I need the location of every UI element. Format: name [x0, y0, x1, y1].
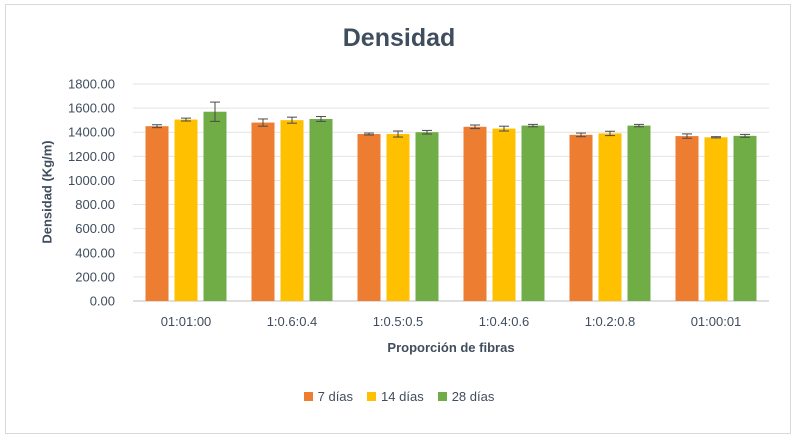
x-tick-label: 1:0.6:0.4 [267, 314, 318, 329]
y-tick-label: 600.00 [75, 221, 115, 236]
y-tick-label: 200.00 [75, 269, 115, 284]
bar [463, 126, 487, 301]
legend: 7 días 14 días 28 días [0, 389, 798, 404]
bar [145, 126, 169, 301]
legend-label: 14 días [381, 389, 424, 404]
x-tick-label: 1:0.5:0.5 [373, 314, 424, 329]
legend-item: 7 días [303, 389, 354, 404]
bar [675, 136, 699, 301]
y-tick-label: 0.00 [90, 294, 115, 309]
bar [733, 135, 757, 301]
legend-item: 14 días [367, 389, 424, 404]
bar [174, 119, 198, 301]
legend-label: 28 días [451, 389, 495, 404]
x-tick-label: 1:0.2:0.8 [585, 314, 636, 329]
x-tick-label: 01:01:00 [161, 314, 212, 329]
bar [415, 132, 439, 301]
y-tick-label: 1000.00 [68, 173, 115, 188]
y-tick-label: 1400.00 [68, 125, 115, 140]
bar [357, 134, 381, 301]
y-tick-label: 1200.00 [68, 149, 115, 164]
legend-swatch-14-dias [367, 392, 377, 401]
bar [203, 111, 227, 301]
bar [704, 137, 728, 301]
bar [569, 134, 593, 301]
bar [492, 128, 516, 301]
x-tick-label: 1:0.4:0.6 [479, 314, 530, 329]
bar [627, 125, 651, 301]
y-tick-label: 1600.00 [68, 101, 115, 116]
bar [309, 118, 333, 301]
bar [386, 134, 410, 301]
x-tick-label: 01:00:01 [691, 314, 742, 329]
y-tick-label: 800.00 [75, 197, 115, 212]
legend-swatch-28-dias [437, 392, 447, 401]
x-axis-label: Proporción de fibras [387, 340, 515, 355]
legend-label: 7 días [317, 389, 354, 404]
y-tick-label: 400.00 [75, 245, 115, 260]
bar [598, 133, 622, 301]
legend-item: 28 días [437, 389, 495, 404]
bar [280, 120, 304, 302]
bar [521, 125, 545, 301]
chart-title: Densidad [342, 24, 456, 52]
y-tick-label: 1800.00 [68, 77, 115, 92]
legend-swatch-7-dias [303, 392, 313, 401]
bar [251, 122, 275, 301]
